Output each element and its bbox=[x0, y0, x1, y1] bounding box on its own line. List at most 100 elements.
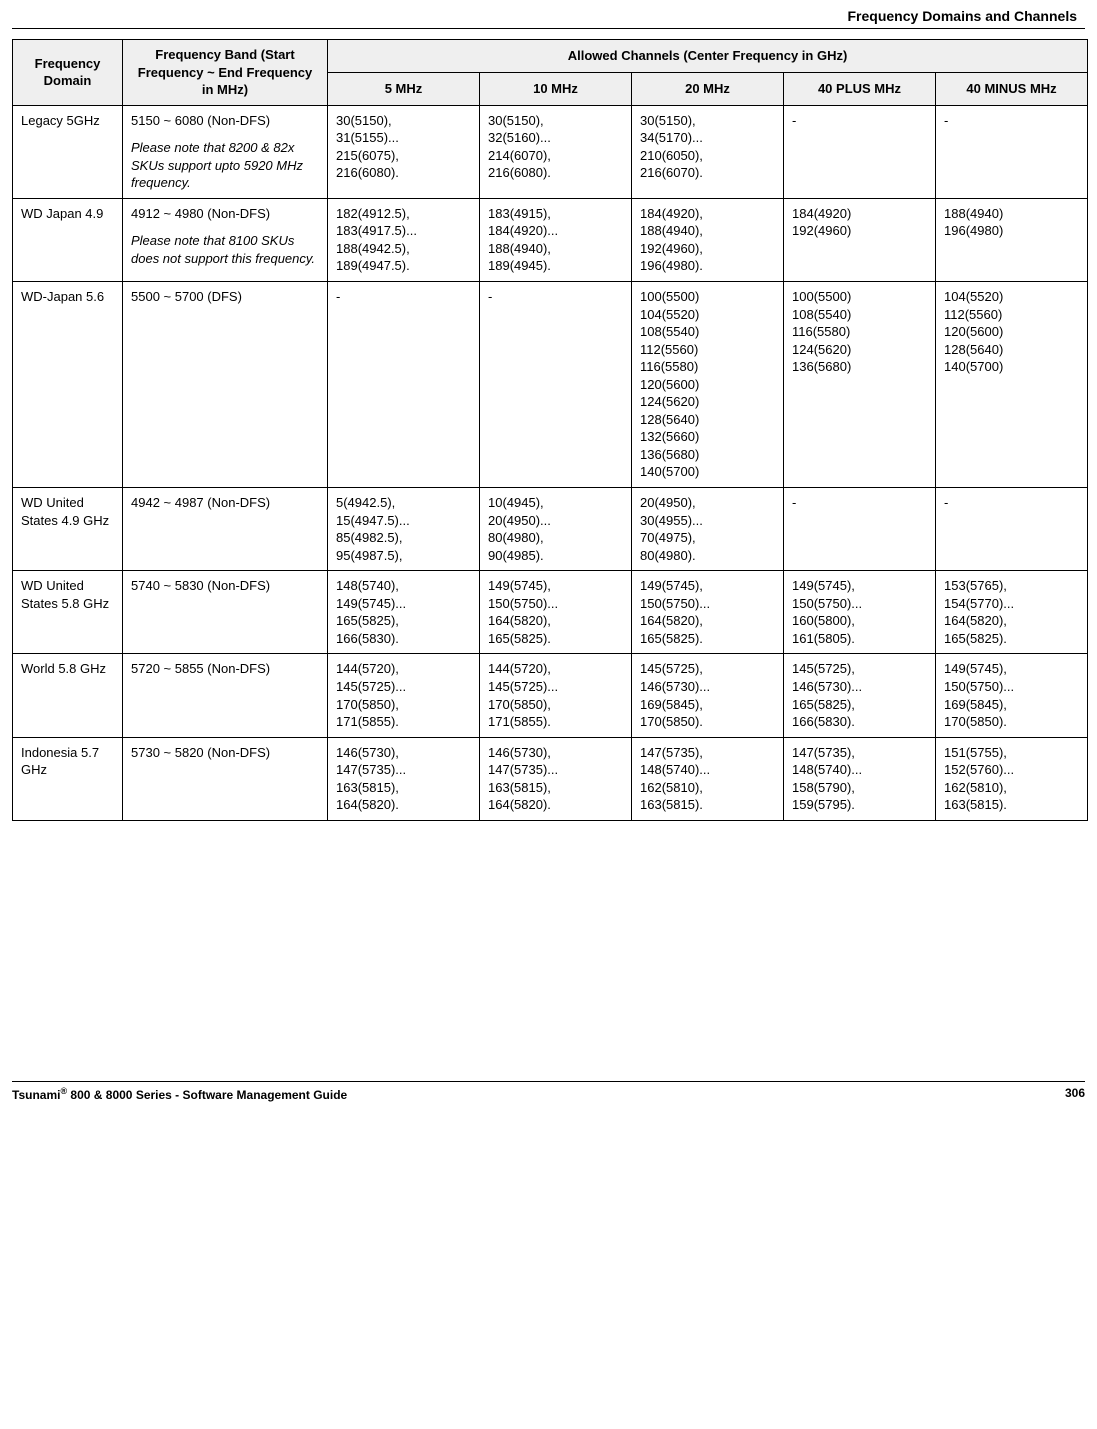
table-body: Legacy 5GHz5150 ~ 6080 (Non-DFS)Please n… bbox=[13, 105, 1088, 820]
channel-line: 147(5735), bbox=[640, 744, 775, 762]
channel-line: 140(5700) bbox=[640, 463, 775, 481]
channel-line: 214(6070), bbox=[488, 147, 623, 165]
channel-line: 215(6075), bbox=[336, 147, 471, 165]
channel-line: 196(4980) bbox=[944, 222, 1079, 240]
channel-line: 120(5600) bbox=[944, 323, 1079, 341]
channel-line: 30(5150), bbox=[488, 112, 623, 130]
channel-line: 171(5855). bbox=[336, 713, 471, 731]
cell-channel: - bbox=[936, 488, 1088, 571]
cell-channel: 147(5735),148(5740)...158(5790),159(5795… bbox=[784, 737, 936, 820]
channel-line: 116(5580) bbox=[792, 323, 927, 341]
channel-line: 165(5825). bbox=[488, 630, 623, 648]
th-40minus: 40 MINUS MHz bbox=[936, 72, 1088, 105]
channel-line: 145(5725), bbox=[640, 660, 775, 678]
channel-line: 170(5850), bbox=[488, 696, 623, 714]
channel-line: 124(5620) bbox=[640, 393, 775, 411]
channel-line: 112(5560) bbox=[944, 306, 1079, 324]
footer-page-number: 306 bbox=[1065, 1086, 1085, 1102]
channel-line: 170(5850). bbox=[944, 713, 1079, 731]
th-allowed-channels: Allowed Channels (Center Frequency in GH… bbox=[328, 40, 1088, 73]
cell-channel: 144(5720),145(5725)...170(5850),171(5855… bbox=[480, 654, 632, 737]
channel-line: 170(5850). bbox=[640, 713, 775, 731]
band-main: 4942 ~ 4987 (Non-DFS) bbox=[131, 495, 270, 510]
channel-line: - bbox=[792, 112, 927, 130]
cell-channel: 149(5745),150(5750)...164(5820),165(5825… bbox=[632, 571, 784, 654]
channel-line: 153(5765), bbox=[944, 577, 1079, 595]
channel-line: 163(5815), bbox=[336, 779, 471, 797]
channel-line: 150(5750)... bbox=[944, 678, 1079, 696]
channel-line: 192(4960), bbox=[640, 240, 775, 258]
channel-line: 164(5820). bbox=[336, 796, 471, 814]
channel-line: 100(5500) bbox=[792, 288, 927, 306]
cell-channel: 30(5150),31(5155)...215(6075),216(6080). bbox=[328, 105, 480, 198]
page-footer: Tsunami® 800 & 8000 Series - Software Ma… bbox=[12, 1081, 1085, 1102]
header-divider bbox=[12, 28, 1085, 29]
cell-channel: 146(5730),147(5735)...163(5815),164(5820… bbox=[480, 737, 632, 820]
channel-line: 196(4980). bbox=[640, 257, 775, 275]
channel-line: 80(4980), bbox=[488, 529, 623, 547]
channel-line: 32(5160)... bbox=[488, 129, 623, 147]
cell-band: 4942 ~ 4987 (Non-DFS) bbox=[123, 488, 328, 571]
cell-channel: 145(5725),146(5730)...169(5845),170(5850… bbox=[632, 654, 784, 737]
channel-line: 150(5750)... bbox=[640, 595, 775, 613]
band-main: 4912 ~ 4980 (Non-DFS) bbox=[131, 206, 270, 221]
channel-line: 30(5150), bbox=[336, 112, 471, 130]
channel-line: 104(5520) bbox=[640, 306, 775, 324]
channel-line: 20(4950), bbox=[640, 494, 775, 512]
cell-band: 5740 ~ 5830 (Non-DFS) bbox=[123, 571, 328, 654]
cell-channel: 100(5500)104(5520)108(5540)112(5560)116(… bbox=[632, 282, 784, 488]
channel-line: 163(5815), bbox=[488, 779, 623, 797]
channel-line: 182(4912.5), bbox=[336, 205, 471, 223]
channel-line: - bbox=[488, 288, 623, 306]
channel-line: 158(5790), bbox=[792, 779, 927, 797]
channel-line: 216(6080). bbox=[336, 164, 471, 182]
channel-line: 169(5845), bbox=[640, 696, 775, 714]
frequency-table: Frequency Domain Frequency Band (Start F… bbox=[12, 39, 1088, 821]
cell-channel: 188(4940)196(4980) bbox=[936, 198, 1088, 281]
channel-line: 165(5825). bbox=[640, 630, 775, 648]
th-40plus: 40 PLUS MHz bbox=[784, 72, 936, 105]
channel-line: 34(5170)... bbox=[640, 129, 775, 147]
channel-line: 170(5850), bbox=[336, 696, 471, 714]
cell-domain: Indonesia 5.7 GHz bbox=[13, 737, 123, 820]
channel-line: 149(5745), bbox=[944, 660, 1079, 678]
channel-line: 128(5640) bbox=[640, 411, 775, 429]
channel-line: 162(5810), bbox=[944, 779, 1079, 797]
channel-line: 136(5680) bbox=[792, 358, 927, 376]
cell-band: 5730 ~ 5820 (Non-DFS) bbox=[123, 737, 328, 820]
th-freq-domain: Frequency Domain bbox=[13, 40, 123, 106]
table-head: Frequency Domain Frequency Band (Start F… bbox=[13, 40, 1088, 106]
cell-channel: 147(5735),148(5740)...162(5810),163(5815… bbox=[632, 737, 784, 820]
channel-line: 151(5755), bbox=[944, 744, 1079, 762]
cell-channel: 5(4942.5),15(4947.5)...85(4982.5),95(498… bbox=[328, 488, 480, 571]
channel-line: 165(5825), bbox=[792, 696, 927, 714]
channel-line: 100(5500) bbox=[640, 288, 775, 306]
channel-line: 169(5845), bbox=[944, 696, 1079, 714]
channel-line: 188(4940), bbox=[488, 240, 623, 258]
channel-line: 147(5735)... bbox=[336, 761, 471, 779]
cell-domain: WD United States 5.8 GHz bbox=[13, 571, 123, 654]
cell-channel: 183(4915),184(4920)...188(4940),189(4945… bbox=[480, 198, 632, 281]
channel-line: 146(5730)... bbox=[792, 678, 927, 696]
channel-line: 146(5730), bbox=[336, 744, 471, 762]
channel-line: 116(5580) bbox=[640, 358, 775, 376]
channel-line: 31(5155)... bbox=[336, 129, 471, 147]
channel-line: 120(5600) bbox=[640, 376, 775, 394]
cell-channel: - bbox=[784, 488, 936, 571]
channel-line: 136(5680) bbox=[640, 446, 775, 464]
channel-line: 149(5745), bbox=[640, 577, 775, 595]
channel-line: 216(6070). bbox=[640, 164, 775, 182]
channel-line: 104(5520) bbox=[944, 288, 1079, 306]
channel-line: 10(4945), bbox=[488, 494, 623, 512]
channel-line: 171(5855). bbox=[488, 713, 623, 731]
channel-line: 70(4975), bbox=[640, 529, 775, 547]
channel-line: 145(5725)... bbox=[488, 678, 623, 696]
cell-band: 4912 ~ 4980 (Non-DFS)Please note that 81… bbox=[123, 198, 328, 281]
channel-line: 188(4942.5), bbox=[336, 240, 471, 258]
cell-band: 5150 ~ 6080 (Non-DFS)Please note that 82… bbox=[123, 105, 328, 198]
channel-line: 192(4960) bbox=[792, 222, 927, 240]
channel-line: 147(5735)... bbox=[488, 761, 623, 779]
th-10mhz: 10 MHz bbox=[480, 72, 632, 105]
channel-line: 149(5745), bbox=[488, 577, 623, 595]
channel-line: 20(4950)... bbox=[488, 512, 623, 530]
